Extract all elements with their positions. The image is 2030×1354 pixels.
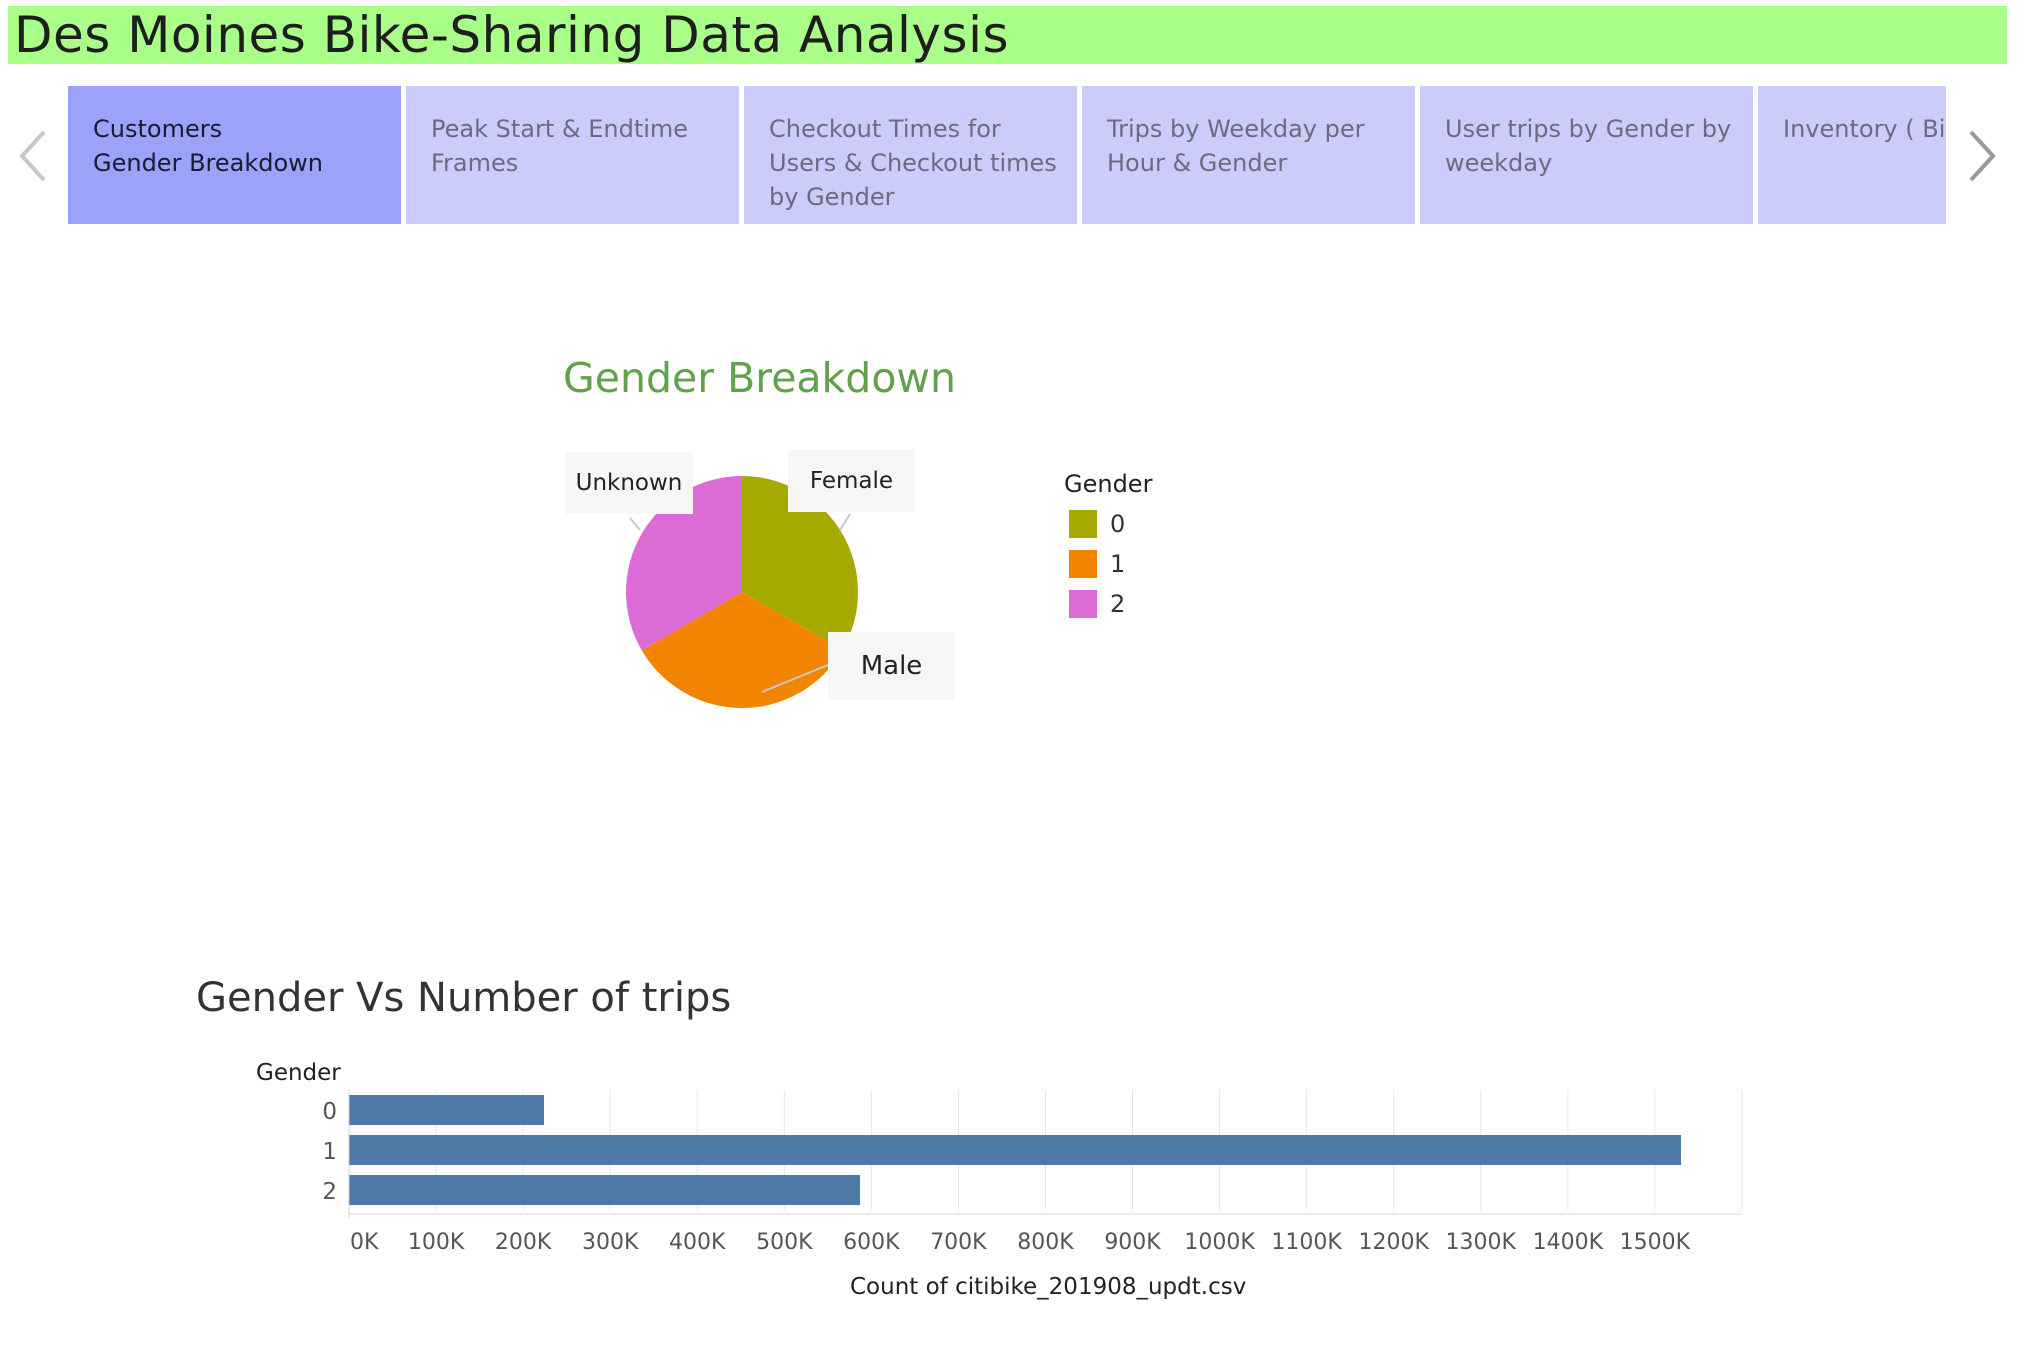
tab-label-line: Customers: [93, 115, 223, 143]
tab-trips-by-weekday-per-hour[interactable]: Trips by Weekday per Hour & Gender: [1082, 86, 1415, 224]
pie-chart-title: Gender Breakdown: [563, 354, 956, 402]
dashboard-title-bar: Des Moines Bike-Sharing Data Analysis: [8, 6, 2007, 64]
bar-gender-0[interactable]: [349, 1095, 545, 1125]
tab-label-line: Gender Breakdown: [93, 149, 324, 177]
x-tick-label: 0K: [350, 1230, 379, 1255]
tab-label-line: User trips by Gender by: [1445, 115, 1732, 143]
tab-user-trips-by-gender-by-weekday[interactable]: User trips by Gender by weekday: [1420, 86, 1753, 224]
next-story-point-button[interactable]: [1962, 126, 2002, 186]
bar-gender-2[interactable]: [349, 1175, 861, 1205]
tab-label-line: Trips by Weekday per: [1107, 115, 1365, 143]
pie-slice-label: Unknown: [565, 452, 693, 514]
bar-chart-x-axis-title: Count of citibike_201908_updt.csv: [850, 1274, 1247, 1300]
tab-label-line: Inventory ( Bike: [1783, 115, 1946, 143]
legend-item-1[interactable]: 1: [1069, 550, 1125, 578]
x-tick-label: 1500K: [1620, 1230, 1691, 1255]
bar-gender-1[interactable]: [349, 1135, 1681, 1165]
story-point-tabs: Customers Gender Breakdown Peak Start & …: [68, 86, 1946, 224]
tab-customers-gender-breakdown[interactable]: Customers Gender Breakdown: [68, 86, 401, 224]
tab-checkout-times[interactable]: Checkout Times for Users & Checkout time…: [744, 86, 1077, 224]
legend-label: 2: [1110, 590, 1126, 618]
x-tick-label: 700K: [930, 1230, 987, 1255]
x-tick-label: 600K: [843, 1230, 900, 1255]
x-tick-label: 300K: [582, 1230, 639, 1255]
x-tick-label: 400K: [669, 1230, 726, 1255]
legend-label: 0: [1110, 510, 1126, 538]
tab-label-line: weekday: [1445, 149, 1553, 177]
tab-label-line: by Gender: [769, 183, 895, 211]
y-tick-label: 1: [322, 1139, 337, 1165]
bar-chart-y-axis-title: Gender: [256, 1060, 341, 1086]
dashboard-title: Des Moines Bike-Sharing Data Analysis: [14, 6, 1010, 64]
pie-slice-female[interactable]: [742, 476, 858, 650]
legend-item-2[interactable]: 2: [1069, 590, 1125, 618]
legend-swatch: [1069, 510, 1097, 538]
y-tick-label: 0: [322, 1099, 337, 1125]
tab-label-line: Peak Start & Endtime: [431, 115, 689, 143]
pie-slice-label: Female: [788, 450, 915, 512]
x-tick-label: 500K: [756, 1230, 813, 1255]
pie-legend-title: Gender: [1064, 470, 1153, 498]
legend-swatch: [1069, 590, 1097, 618]
gender-trips-bar-chart: 0 1 2 0K 100K 200K 300K 400K 500K 600K 700K 800K 900…: [322, 1090, 1743, 1255]
x-tick-label: 1000K: [1184, 1230, 1255, 1255]
legend-label: 1: [1110, 550, 1126, 578]
tab-peak-start-endtime-frames[interactable]: Peak Start & Endtime Frames: [406, 86, 739, 224]
previous-story-point-button[interactable]: [13, 126, 53, 186]
pie-slice-label: Male: [828, 632, 955, 700]
x-tick-label: 1400K: [1533, 1230, 1604, 1255]
chevron-right-icon: [1969, 130, 1996, 182]
tab-label-line: Checkout Times for: [769, 115, 1001, 143]
x-tick-label: 900K: [1104, 1230, 1161, 1255]
x-tick-label: 1200K: [1358, 1230, 1429, 1255]
x-tick-label: 1300K: [1446, 1230, 1517, 1255]
pie-slice-unknown[interactable]: [626, 476, 742, 651]
x-tick-label: 1100K: [1271, 1230, 1342, 1255]
x-tick-label: 100K: [408, 1230, 465, 1255]
chevron-left-icon: [19, 130, 46, 182]
tab-inventory[interactable]: Inventory ( Bike: [1758, 86, 1946, 224]
legend-swatch: [1069, 550, 1097, 578]
tab-label-line: Hour & Gender: [1107, 149, 1288, 177]
legend-item-0[interactable]: 0: [1069, 510, 1125, 538]
tab-label-line: Users & Checkout times: [769, 149, 1057, 177]
tab-label-line: Frames: [431, 149, 519, 177]
y-tick-label: 2: [322, 1179, 337, 1205]
x-tick-label: 800K: [1017, 1230, 1074, 1255]
bar-chart-title: Gender Vs Number of trips: [196, 975, 732, 1021]
x-tick-label: 200K: [495, 1230, 552, 1255]
